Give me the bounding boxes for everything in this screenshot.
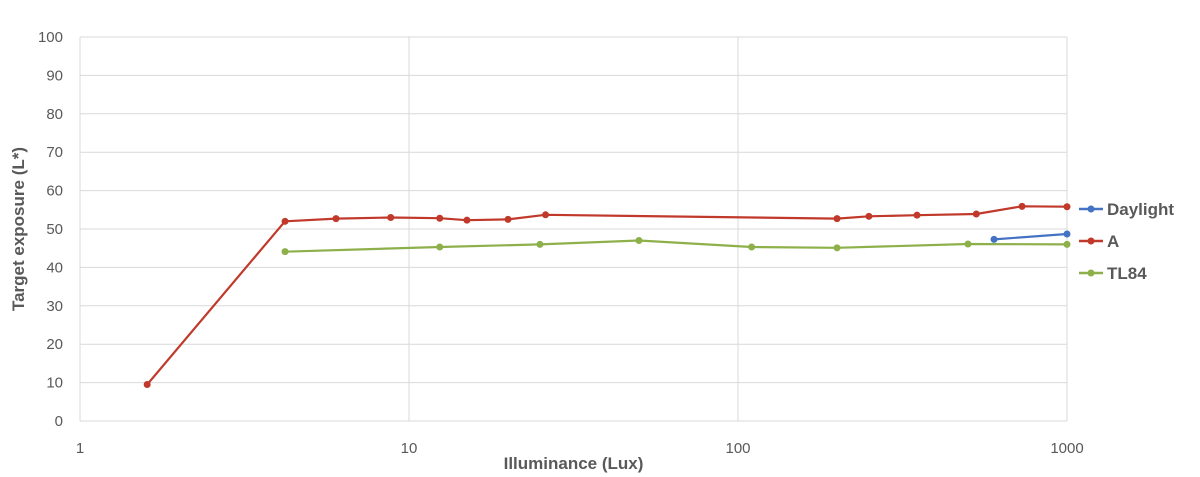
data-point — [143, 381, 151, 389]
data-point — [748, 243, 756, 251]
legend-label: TL84 — [1107, 264, 1147, 283]
data-point — [635, 237, 643, 245]
gridlines — [79, 36, 1068, 422]
data-point — [1063, 240, 1071, 248]
legend-label: Daylight — [1107, 200, 1174, 219]
series-daylight — [990, 230, 1071, 243]
series-line — [284, 239, 1068, 253]
data-point — [463, 216, 471, 224]
y-tick-label: 30 — [46, 298, 63, 315]
y-tick-labels: 0 10 20 30 40 50 60 70 80 90 100 — [38, 29, 63, 430]
legend-swatch-marker — [1087, 205, 1095, 213]
y-axis-title: Target exposure (L*) — [9, 147, 28, 311]
y-tick-label: 80 — [46, 106, 63, 123]
data-point — [504, 215, 512, 223]
y-tick-label: 70 — [46, 144, 63, 161]
data-point — [281, 248, 289, 256]
data-point — [1063, 230, 1071, 238]
legend-swatch-marker — [1087, 269, 1095, 277]
x-axis-title: Illuminance (Lux) — [504, 454, 644, 473]
legend-item-a: A — [1079, 232, 1119, 251]
x-tick-label: 1000 — [1050, 440, 1083, 457]
data-point — [990, 235, 998, 243]
data-point — [332, 215, 340, 223]
y-tick-label: 40 — [46, 259, 63, 276]
y-tick-label: 20 — [46, 336, 63, 353]
legend-item-tl84: TL84 — [1079, 264, 1147, 283]
data-point — [913, 211, 921, 219]
data-point — [833, 244, 841, 252]
y-tick-label: 90 — [46, 67, 63, 84]
data-point — [865, 212, 873, 220]
data-point — [387, 213, 395, 221]
y-tick-label: 10 — [46, 375, 63, 392]
data-point — [436, 243, 444, 251]
data-point — [833, 215, 841, 223]
legend: Daylight A TL84 — [1079, 200, 1174, 283]
y-tick-label: 60 — [46, 183, 63, 200]
y-tick-label: 50 — [46, 221, 63, 238]
x-tick-label: 100 — [725, 440, 750, 457]
y-tick-label: 0 — [55, 413, 63, 430]
data-point — [542, 211, 550, 219]
x-tick-label: 10 — [401, 440, 418, 457]
data-point — [1018, 202, 1026, 210]
data-point — [972, 210, 980, 218]
series-tl84 — [281, 237, 1071, 256]
series-a — [143, 202, 1071, 389]
data-point — [536, 240, 544, 248]
series-line — [993, 232, 1068, 241]
y-tick-label: 100 — [38, 29, 63, 46]
data-point — [1063, 203, 1071, 211]
series-line — [146, 205, 1068, 386]
legend-swatch-marker — [1087, 237, 1095, 245]
data-point — [964, 240, 972, 248]
data-point — [436, 214, 444, 222]
series-layer — [143, 202, 1071, 389]
x-tick-label: 1 — [76, 440, 84, 457]
legend-label: A — [1107, 232, 1119, 251]
legend-item-daylight: Daylight — [1079, 200, 1174, 219]
x-tick-labels: 1 10 100 1000 — [76, 440, 1084, 457]
data-point — [281, 217, 289, 225]
